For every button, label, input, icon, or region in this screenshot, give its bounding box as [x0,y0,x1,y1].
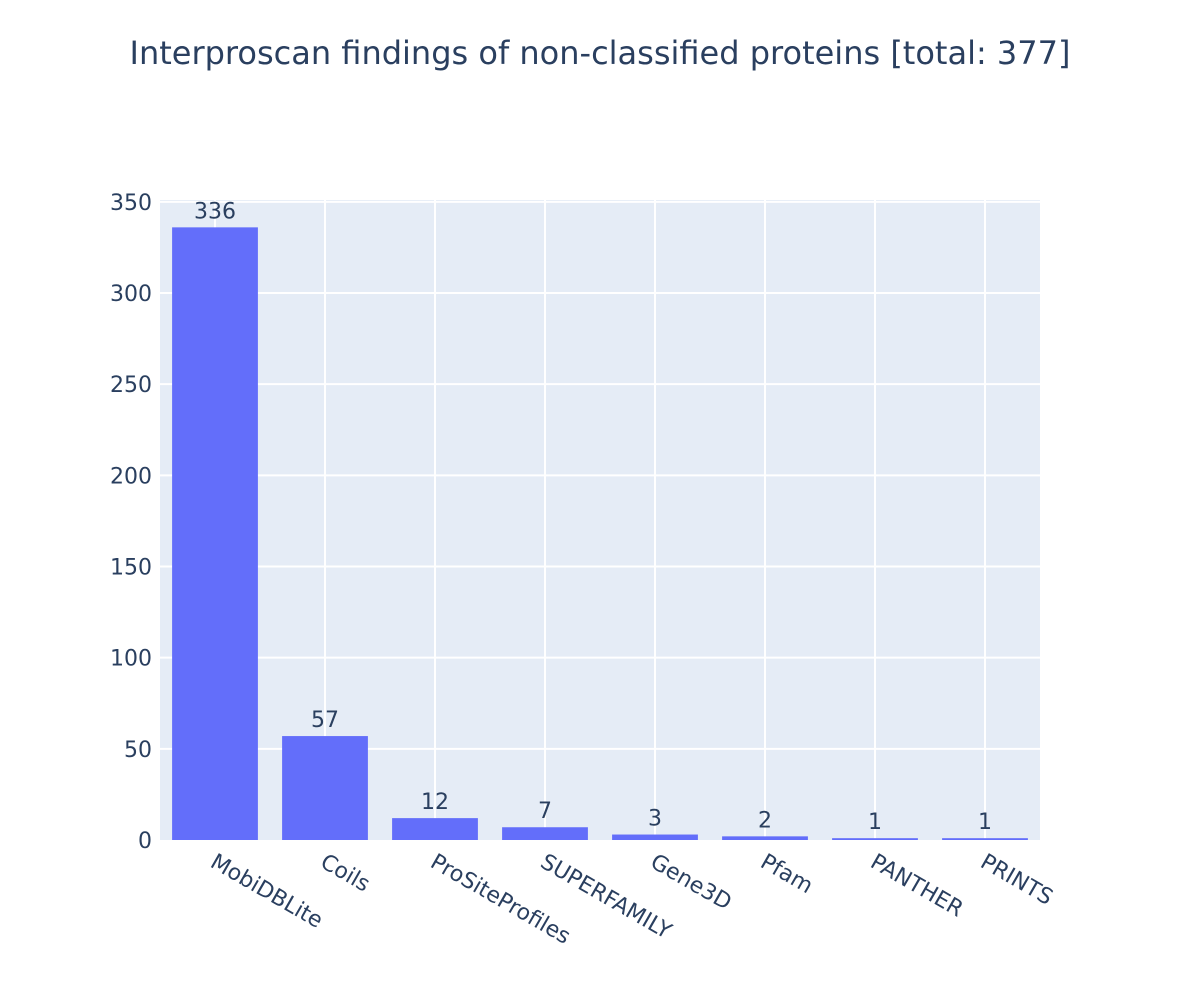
y-tick-label: 100 [110,647,152,672]
y-tick-label: 150 [110,555,152,580]
y-tick-label: 50 [124,738,152,763]
bars [172,227,1028,840]
x-tick-label: MobiDBLite [206,850,327,934]
y-tick-label: 350 [110,191,152,216]
bar-prints [942,838,1028,840]
x-tick-label: PANTHER [866,850,967,923]
y-axis: 0 50 100 150 200 250 300 350 [110,191,152,854]
bar-prositeprofiles [392,818,478,840]
data-label: 1 [868,810,882,835]
bar-coils [282,736,368,840]
y-tick-label: 0 [138,829,152,854]
y-tick-label: 300 [110,282,152,307]
x-tick-label: Pfam [756,850,817,900]
y-tick-label: 250 [110,373,152,398]
data-label: 2 [758,808,772,833]
data-label: 1 [978,810,992,835]
data-label: 12 [421,790,449,815]
x-tick-label: Gene3D [646,850,736,916]
data-label: 3 [648,807,662,832]
bar-superfamily [502,827,588,840]
data-label: 336 [194,199,236,224]
x-tick-label: Coils [316,850,374,898]
bar-pfam [722,836,808,840]
data-label: 7 [538,799,552,824]
bar-panther [832,838,918,840]
chart-title: Interproscan findings of non-classified … [130,34,1071,72]
bar-mobidblite [172,227,258,840]
plot-area [160,200,1040,840]
data-labels: 336 57 12 7 3 2 1 1 [194,199,992,835]
y-tick-label: 200 [110,464,152,489]
x-tick-label: PRINTS [976,850,1057,911]
bar-gene3d [612,834,698,840]
data-label: 57 [311,708,339,733]
